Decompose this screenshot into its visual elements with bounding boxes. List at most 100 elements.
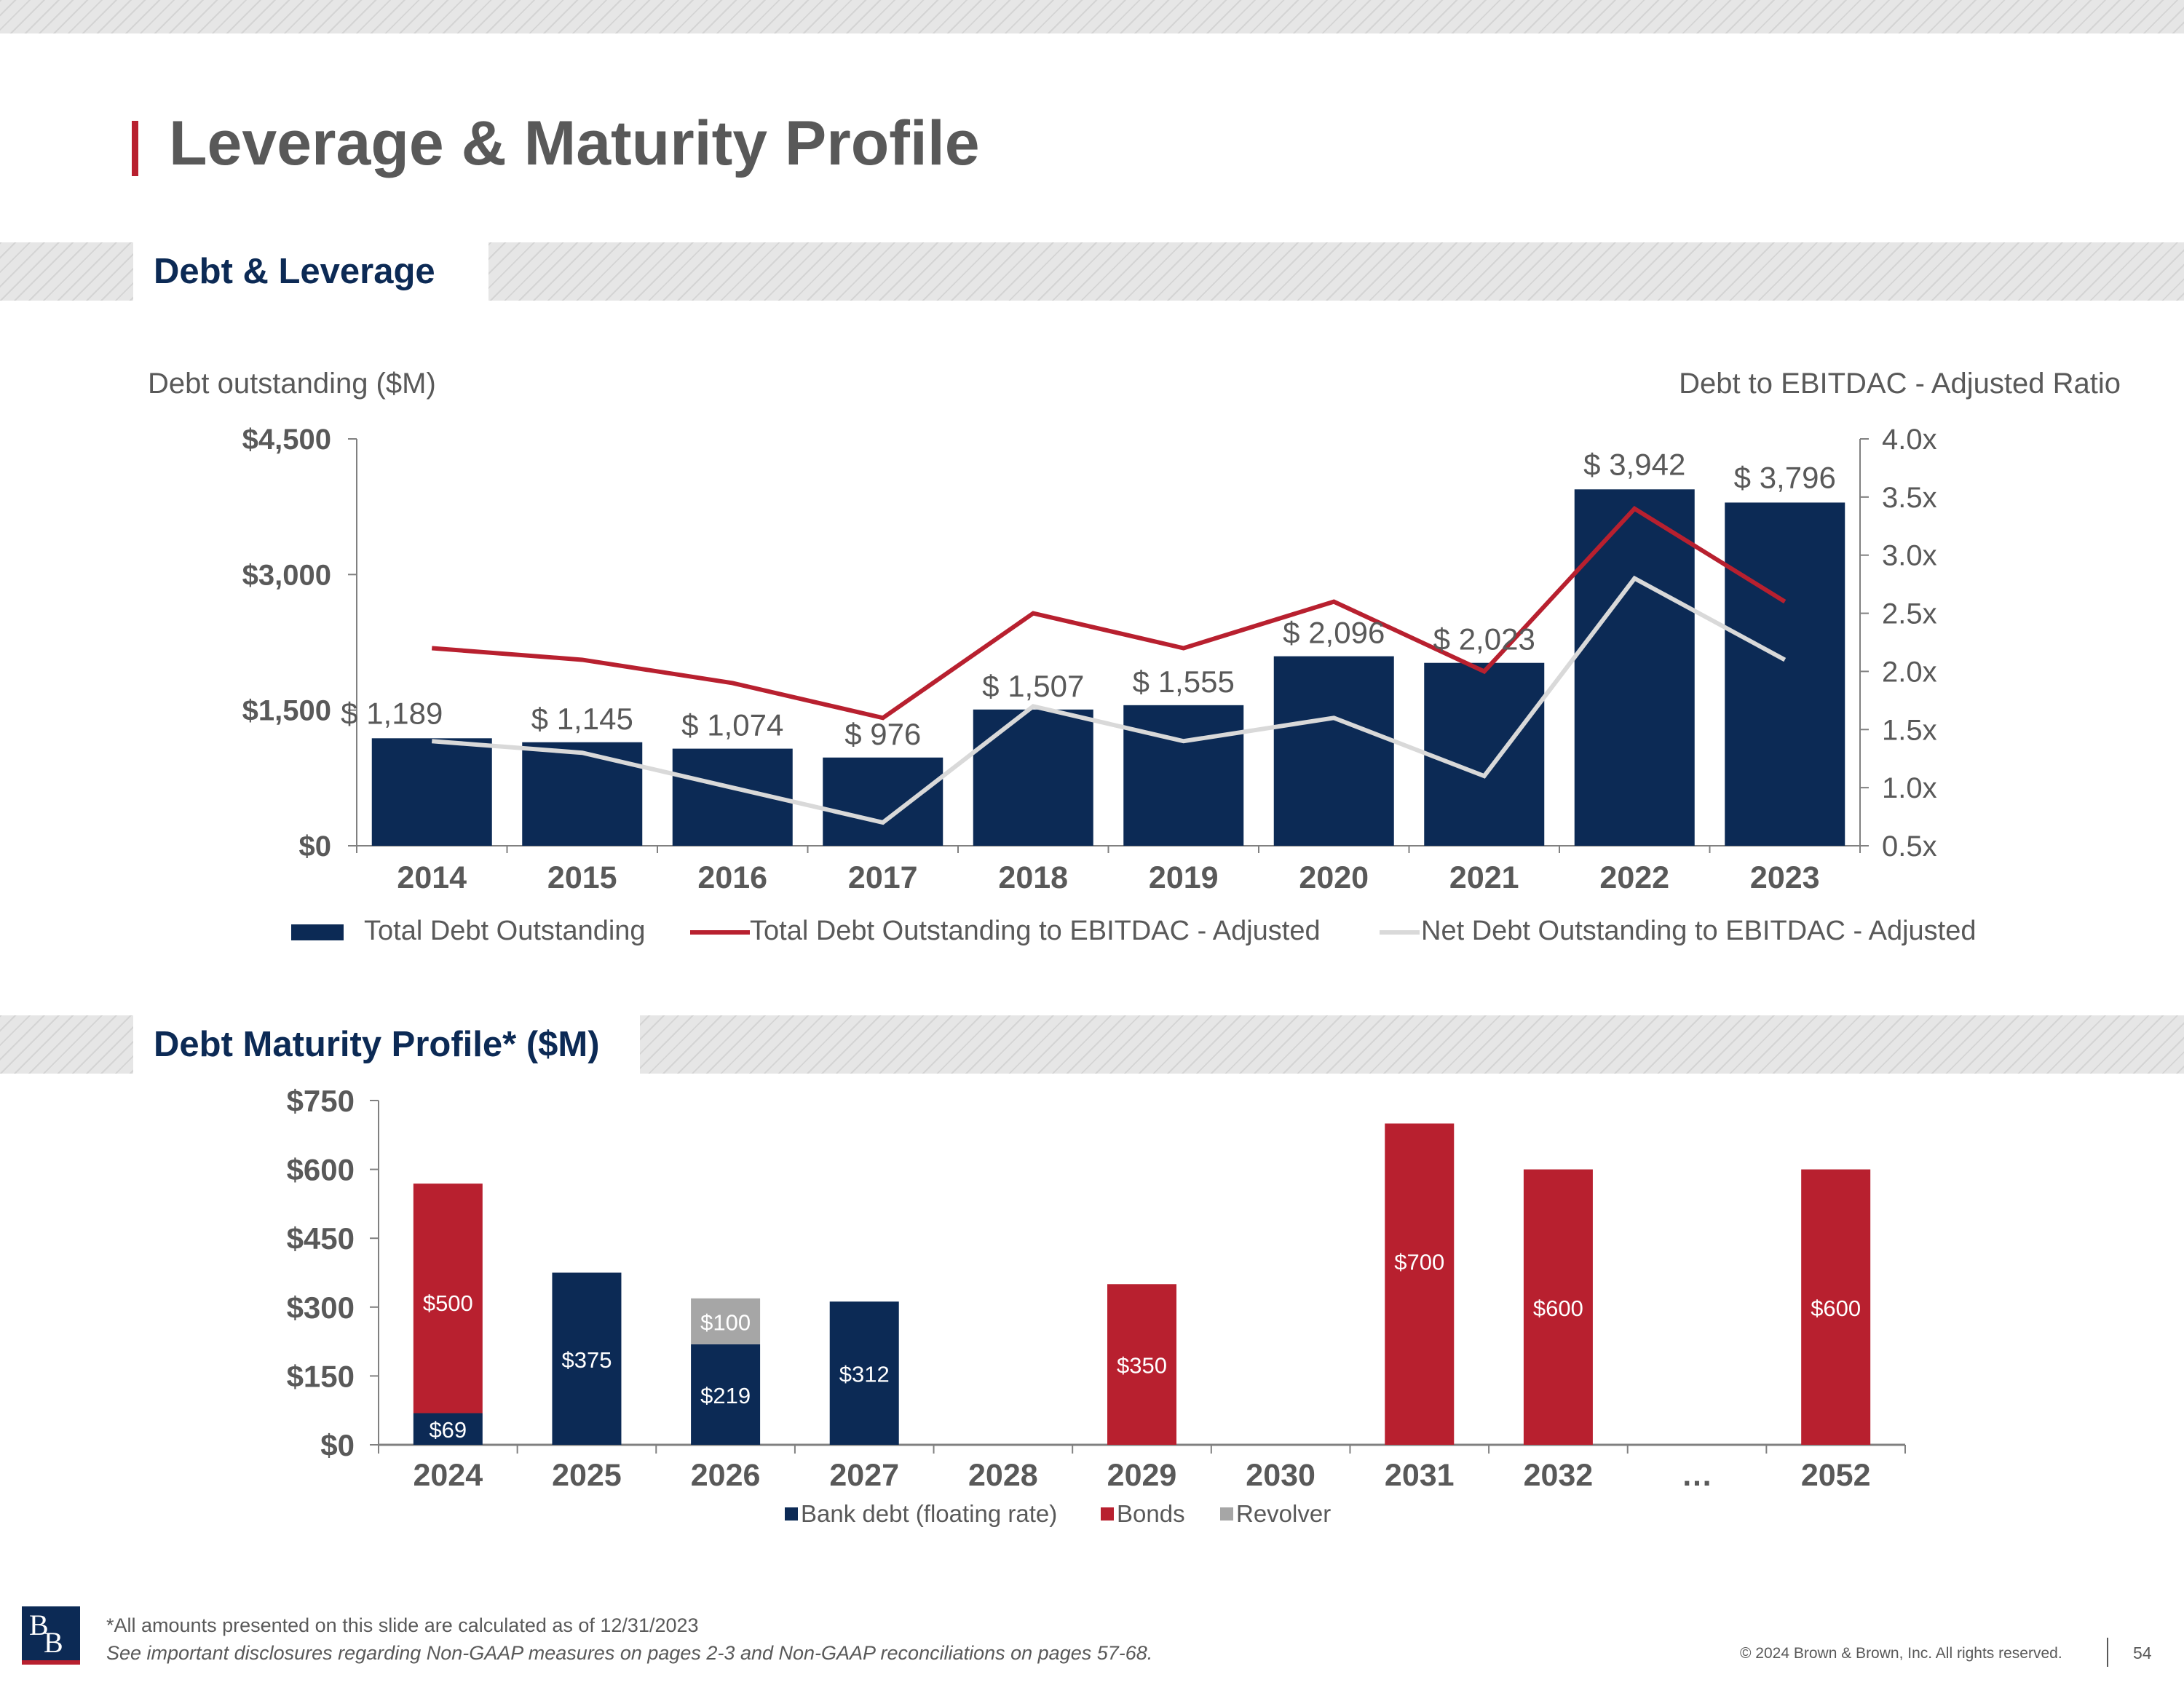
label-bonds: $600: [1533, 1296, 1583, 1321]
bar-data-label: $ 2,023: [1433, 622, 1535, 657]
bar-data-label: $ 1,555: [1133, 665, 1235, 699]
x-axis-tick-label: 2017: [848, 860, 918, 895]
bar-total-debt: [1725, 502, 1845, 846]
legend-label-total-debt: Total Debt Outstanding: [364, 916, 646, 946]
non-gaap-disclaimer: See important disclosures regarding Non-…: [106, 1642, 1153, 1664]
maturity-legend-label-bank-debt: Bank debt (floating rate): [801, 1500, 1057, 1527]
maturity-x-axis-tick-label: 2029: [1107, 1458, 1177, 1493]
section-band-debt: Debt & Leverage: [0, 242, 2184, 301]
right-axis-tick-label: 2.0x: [1882, 656, 1937, 688]
label-bonds: $700: [1394, 1250, 1444, 1275]
maturity-x-axis-tick-label: 2030: [1246, 1458, 1315, 1493]
bar-bank-debt: [413, 1413, 483, 1445]
bar-data-label: $ 2,096: [1283, 616, 1385, 650]
legend-label-net-debt-ratio: Net Debt Outstanding to EBITDAC - Adjust…: [1421, 916, 1977, 946]
line-total-debt-to-ebitdac: [432, 505, 1787, 721]
maturity-y-axis-tick-label: $300: [287, 1290, 355, 1325]
maturity-y-axis-tick-label: $750: [287, 1084, 355, 1118]
debt-maturity-chart: $0 $150 $300 $450 $600 $750 2024 2025 2026 2027 20…: [287, 1084, 1906, 1527]
x-axis-tick-label: 2019: [1149, 860, 1219, 895]
top-decorative-bar: [0, 0, 2184, 33]
right-axis-tick-label: 0.5x: [1882, 830, 1937, 863]
x-axis-tick-label: 2015: [547, 860, 617, 895]
x-axis-tick-label: 2018: [998, 860, 1068, 895]
label-bank-debt: $312: [839, 1362, 890, 1387]
bar-data-label: $ 1,145: [531, 702, 633, 736]
maturity-x-axis-tick-label: …: [1682, 1458, 1713, 1493]
bar-total-debt: [823, 757, 943, 846]
bar-total-debt: [1574, 489, 1695, 846]
bar-total-debt: [1123, 705, 1244, 846]
right-axis-tick-label: 3.5x: [1882, 482, 1937, 514]
maturity-legend-swatch-revolver: [1220, 1507, 1233, 1521]
x-axis-tick-label: 2014: [397, 860, 467, 895]
legend-swatch-total-debt: [291, 924, 344, 940]
section-title-debt-maturity: Debt Maturity Profile* ($M): [133, 1015, 640, 1074]
maturity-y-axis-tick-label: $0: [320, 1428, 355, 1462]
bar-bonds: [1107, 1284, 1176, 1445]
maturity-x-axis-tick-label: 2028: [968, 1458, 1038, 1493]
logo-letter-2: B: [44, 1626, 63, 1659]
bar-bank-debt: [691, 1344, 761, 1445]
label-bank-debt: $69: [429, 1417, 467, 1443]
maturity-legend-label-bonds: Bonds: [1117, 1500, 1185, 1527]
bar-bank-debt: [829, 1301, 899, 1445]
legend-label-total-debt-ratio: Total Debt Outstanding to EBITDAC - Adju…: [750, 916, 1321, 946]
x-axis-tick-label: 2020: [1299, 860, 1369, 895]
label-bonds: $350: [1117, 1353, 1167, 1379]
maturity-x-axis-tick-label: 2031: [1385, 1458, 1455, 1493]
bar-total-debt: [522, 742, 643, 846]
label-bonds: $600: [1811, 1296, 1861, 1321]
bar-total-debt: [1273, 656, 1394, 846]
maturity-y-axis-tick-label: $150: [287, 1359, 355, 1393]
maturity-x-axis-tick-label: 2024: [413, 1458, 483, 1493]
right-axis-tick-label: 1.5x: [1882, 714, 1937, 746]
section-band-maturity: Debt Maturity Profile* ($M): [0, 1015, 2184, 1074]
x-axis-tick-label: 2016: [697, 860, 767, 895]
x-axis-tick-label: 2022: [1599, 860, 1669, 895]
maturity-x-axis-tick-label: 2026: [691, 1458, 761, 1493]
page-number-separator: [2107, 1638, 2108, 1667]
title-accent-bar: [132, 121, 138, 176]
bar-bonds: [1523, 1169, 1593, 1445]
maturity-legend-label-revolver: Revolver: [1236, 1500, 1331, 1527]
company-logo: B B: [22, 1606, 80, 1665]
bar-data-label: $ 1,189: [341, 696, 443, 730]
bar-data-label: $ 3,796: [1734, 460, 1836, 494]
bar-data-label: $ 976: [844, 717, 921, 751]
page-number: 54: [2133, 1644, 2152, 1662]
right-axis-tick-label: 4.0x: [1882, 424, 1937, 456]
label-bank-debt: $375: [561, 1347, 612, 1373]
maturity-x-axis-tick-label: 2027: [829, 1458, 899, 1493]
section-title-debt-leverage: Debt & Leverage: [133, 242, 488, 301]
bar-data-label: $ 3,942: [1583, 447, 1685, 481]
logo-letter-1: B: [29, 1609, 49, 1641]
label-revolver: $100: [700, 1309, 751, 1335]
x-axis-tick-label: 2023: [1750, 860, 1820, 895]
maturity-y-axis-tick-label: $600: [287, 1153, 355, 1187]
left-axis-tick-label: $3,000: [242, 559, 331, 591]
bar-total-debt: [371, 738, 492, 846]
left-axis-tick-label: $1,500: [242, 695, 331, 727]
x-axis-tick-label: 2021: [1449, 860, 1519, 895]
label-bank-debt: $219: [700, 1383, 751, 1408]
bar-data-label: $ 1,074: [681, 708, 783, 742]
bar-bank-debt: [552, 1272, 622, 1445]
bar-revolver: [691, 1298, 761, 1344]
line-net-debt-to-ebitdac: [432, 575, 1787, 825]
maturity-legend-swatch-bonds: [1101, 1507, 1114, 1521]
maturity-legend-swatch-bank-debt: [785, 1507, 798, 1521]
bar-bonds: [413, 1184, 483, 1414]
maturity-x-axis-tick-label: 2052: [1801, 1458, 1871, 1493]
debt-leverage-chart: Debt outstanding ($M) Debt to EBITDAC - A…: [148, 368, 2121, 946]
footnote: *All amounts presented on this slide are…: [106, 1614, 699, 1636]
bar-total-debt: [973, 709, 1093, 846]
copyright: © 2024 Brown & Brown, Inc. All rights re…: [1740, 1645, 2062, 1662]
left-axis-title: Debt outstanding ($M): [148, 368, 436, 400]
left-axis-tick-label: $0: [299, 830, 332, 863]
right-axis-tick-label: 1.0x: [1882, 772, 1937, 804]
label-bonds: $500: [423, 1290, 473, 1316]
bar-total-debt: [1424, 662, 1545, 846]
maturity-x-axis-tick-label: 2032: [1524, 1458, 1594, 1493]
right-axis-tick-label: 2.5x: [1882, 598, 1937, 630]
